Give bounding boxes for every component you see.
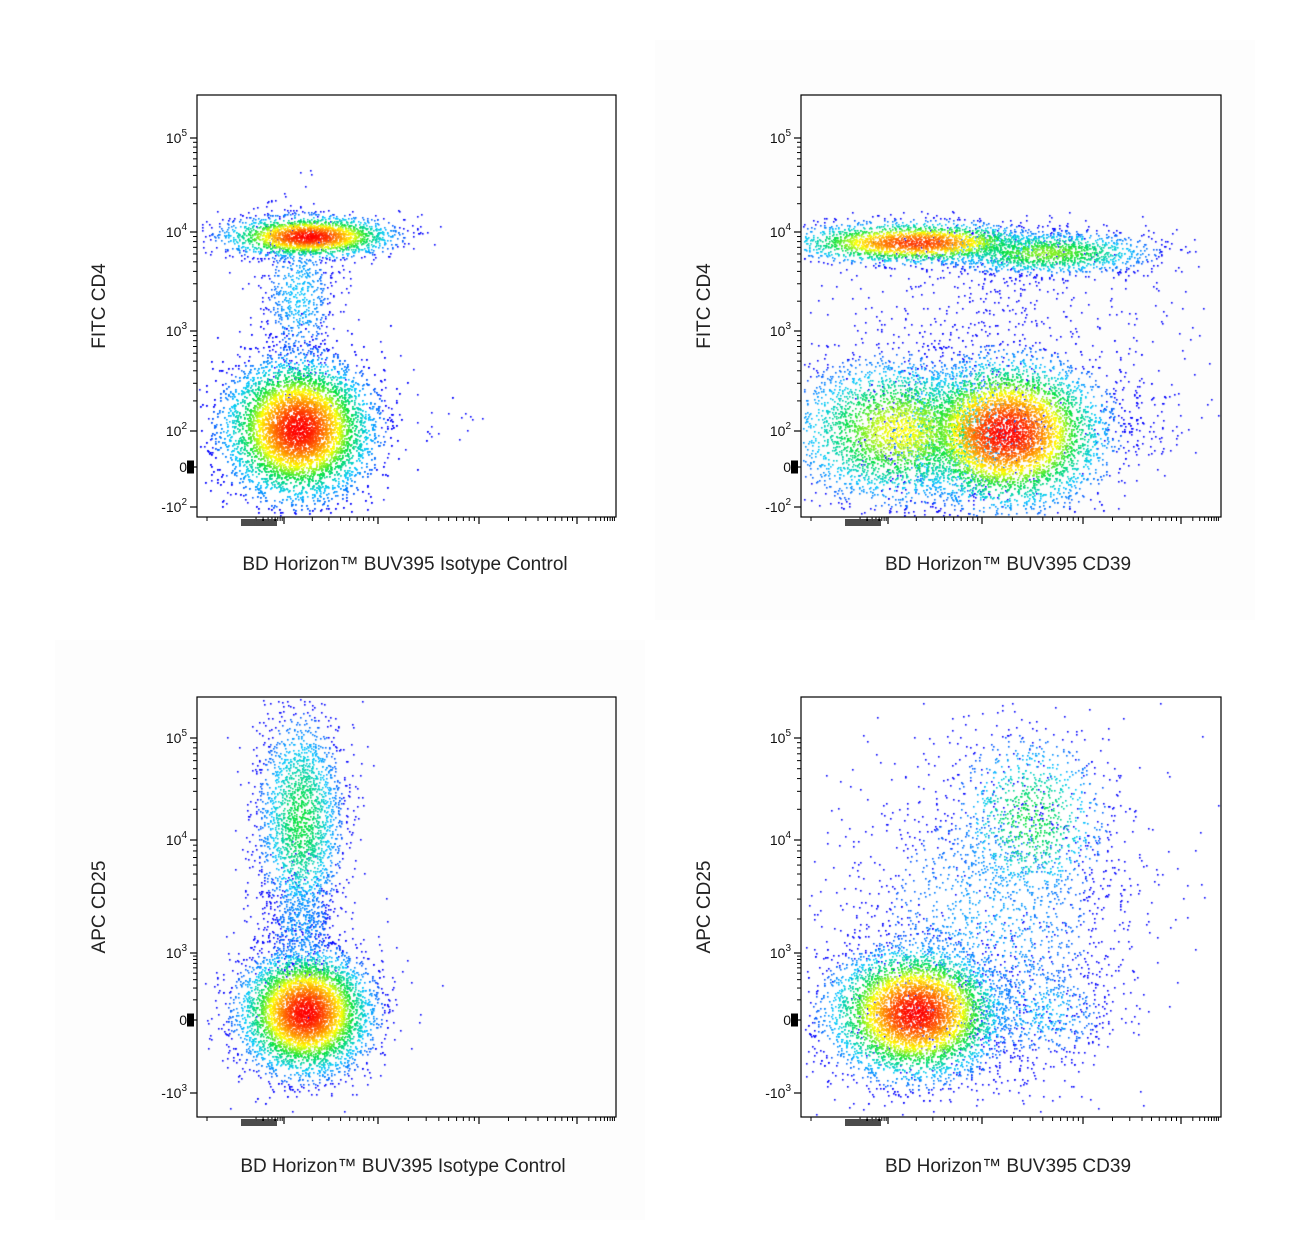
y-tick-label: 102	[166, 421, 188, 439]
y-tick-label: 103	[770, 321, 792, 339]
panel-cd25-isotype: 105 104 103 0 -103 APC CD25 BD Horizon™ BUV3…	[89, 696, 617, 1177]
y-tick-label: 0	[783, 1012, 791, 1028]
x-axis-label: BD Horizon™ BUV395 CD39	[885, 554, 1131, 575]
y-tick-label: 105	[166, 128, 188, 146]
y-tick-label: 0	[783, 459, 791, 475]
y-tick-label: 103	[166, 321, 188, 339]
plot-frame	[196, 94, 617, 518]
y-tick-label: 104	[770, 830, 792, 848]
y-tick-label: 105	[166, 728, 188, 746]
plot-frame	[800, 94, 1222, 518]
y-tick-label: -102	[161, 497, 187, 515]
y-tick-label: 102	[770, 421, 792, 439]
y-tick-label: -102	[765, 497, 791, 515]
y-axis-label: FITC CD4	[89, 263, 110, 349]
y-tick-label: 0	[179, 459, 187, 475]
y-tick-label: 104	[166, 830, 188, 848]
y-axis: 105 104 103 0 -103	[161, 728, 197, 1101]
y-tick-label: 103	[770, 943, 792, 961]
y-axis-label: APC CD25	[694, 861, 715, 954]
y-tick-label: 0	[179, 1012, 187, 1028]
x-axis-label: BD Horizon™ BUV395 Isotype Control	[242, 554, 567, 575]
panel-cd4-cd39: 105 104 103 102 0 -102 FITC CD4 BD Horizon™ B…	[694, 94, 1222, 575]
y-tick-label: 105	[770, 728, 792, 746]
y-axis: 105 104 103 0 -103	[765, 728, 801, 1101]
y-axis: 105 104 103 102 0 -102	[765, 128, 801, 515]
x-axis-label: BD Horizon™ BUV395 CD39	[885, 1156, 1131, 1177]
plot-frame	[196, 696, 617, 1118]
y-tick-label: -103	[161, 1083, 187, 1101]
y-tick-label: 104	[166, 222, 188, 240]
x-axis	[206, 1117, 615, 1126]
y-tick-label: 104	[770, 222, 792, 240]
panel-cd4-isotype: 105 104 103 102 0 -102 FITC CD4 BD Horizon™ B…	[89, 94, 617, 575]
panel-cd25-cd39: 105 104 103 0 -103 APC CD25 BD Horizon™ BUV3…	[694, 696, 1222, 1177]
y-axis-label: FITC CD4	[694, 263, 715, 349]
y-tick-label: -103	[765, 1083, 791, 1101]
y-axis-label: APC CD25	[89, 861, 110, 954]
y-tick-label: 103	[166, 943, 188, 961]
y-tick-label: 105	[770, 128, 792, 146]
y-axis: 105 104 103 102 0 -102	[161, 128, 197, 515]
x-axis-label: BD Horizon™ BUV395 Isotype Control	[240, 1156, 565, 1177]
x-axis	[810, 1117, 1219, 1126]
x-axis	[810, 517, 1219, 526]
plot-frame	[800, 696, 1222, 1118]
x-axis	[206, 517, 615, 526]
